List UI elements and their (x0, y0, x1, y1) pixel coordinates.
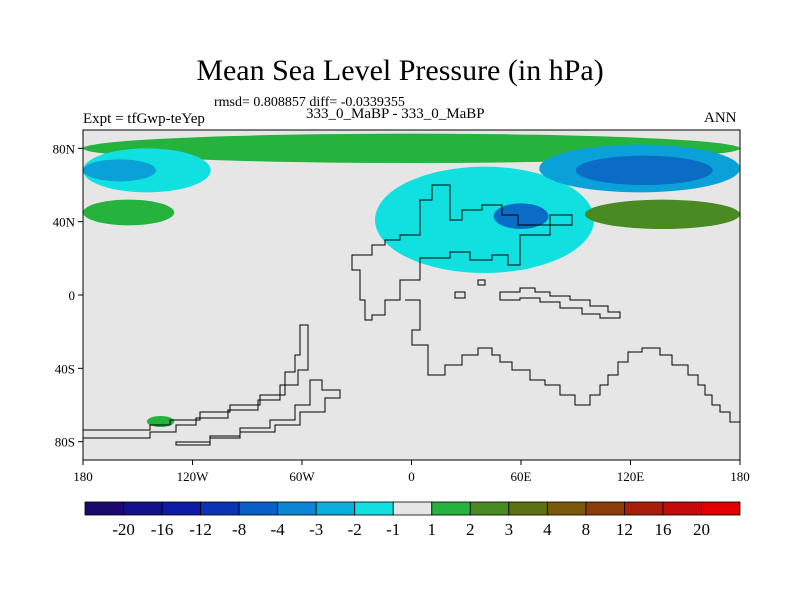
colorbar-swatch (508, 501, 548, 516)
y-tick-label: 80N (53, 141, 76, 156)
colorbar-swatch (354, 501, 394, 516)
colorbar-swatch (277, 501, 317, 516)
x-tick-label: 120W (177, 469, 210, 484)
colorbar-swatch (123, 501, 163, 516)
colorbar-swatch (585, 501, 625, 516)
colorbar-swatch (392, 501, 433, 516)
colorbar-swatch (315, 501, 356, 516)
colorbar-label: 1 (428, 520, 437, 539)
region-europe-asia-negative (375, 166, 594, 273)
region-siberia-core (575, 155, 713, 185)
y-tick-label: 40S (55, 361, 75, 376)
colorbar-swatch (238, 501, 279, 516)
colorbar-swatch (161, 501, 201, 516)
x-axis: 180 120W 60W 0 60E 120E 180 (73, 460, 750, 484)
colorbar-label: -20 (112, 520, 135, 539)
experiment-label: Expt = tfGwp-teYep (83, 111, 205, 127)
y-axis: 80N 40N 0 40S 80S (53, 141, 83, 450)
colorbar-swatch (624, 501, 664, 516)
region-mid-latitude-pacific-positive (83, 199, 175, 226)
x-tick-label: 60W (289, 469, 315, 484)
x-tick-label: 180 (73, 469, 93, 484)
colorbar-label: -2 (348, 520, 362, 539)
colorbar-label: -4 (271, 520, 286, 539)
region-central-asia-core (493, 203, 549, 230)
colorbar-label: 4 (543, 520, 552, 539)
colorbar-label: 12 (616, 520, 633, 539)
colorbar-label: -16 (151, 520, 174, 539)
colorbar-swatch (431, 501, 471, 516)
case-names: 333_0_MaBP - 333_0_MaBP (306, 106, 485, 122)
colorbar-label: 3 (505, 520, 514, 539)
region-south-pacific-positive (146, 416, 175, 427)
colorbar-label: 16 (654, 520, 671, 539)
colorbar-label: 2 (466, 520, 475, 539)
colorbar-swatch (469, 501, 510, 516)
colorbar-swatch (701, 501, 741, 516)
anomaly-regions (83, 133, 740, 427)
map-plot-area: 180 120W 60W 0 60E 120E 180 80N 40N 0 40S 80S (53, 129, 750, 484)
stats-subtitle: rmsd= 0.808857 diff= -0.0339355 (214, 95, 405, 110)
colorbar-label: 20 (693, 520, 710, 539)
colorbar: -20 -16 -12 -8 -4 -3 -2 -1 1 2 3 4 8 12 16 20 (84, 501, 741, 539)
chart-title: Mean Sea Level Pressure (in hPa) (196, 54, 604, 87)
y-tick-label: 40N (53, 215, 76, 230)
coastline-outline (83, 184, 740, 446)
season-label: ANN (704, 110, 737, 126)
x-tick-label: 0 (408, 469, 415, 484)
colorbar-label: -12 (189, 520, 212, 539)
colorbar-swatch (662, 501, 702, 516)
x-tick-label: 60E (511, 469, 532, 484)
x-tick-label: 180 (730, 469, 750, 484)
colorbar-swatch (546, 501, 587, 516)
colorbar-label: -1 (386, 520, 400, 539)
colorbar-swatch (84, 501, 124, 516)
region-north-pacific-core (83, 159, 156, 182)
colorbar-swatch (200, 501, 240, 516)
y-tick-label: 80S (55, 435, 75, 450)
y-tick-label: 0 (69, 288, 76, 303)
colorbar-label: 8 (582, 520, 591, 539)
region-north-pacific-east-positive (584, 199, 740, 229)
x-tick-label: 120E (617, 469, 645, 484)
colorbar-label: -3 (309, 520, 323, 539)
colorbar-label: -8 (232, 520, 246, 539)
